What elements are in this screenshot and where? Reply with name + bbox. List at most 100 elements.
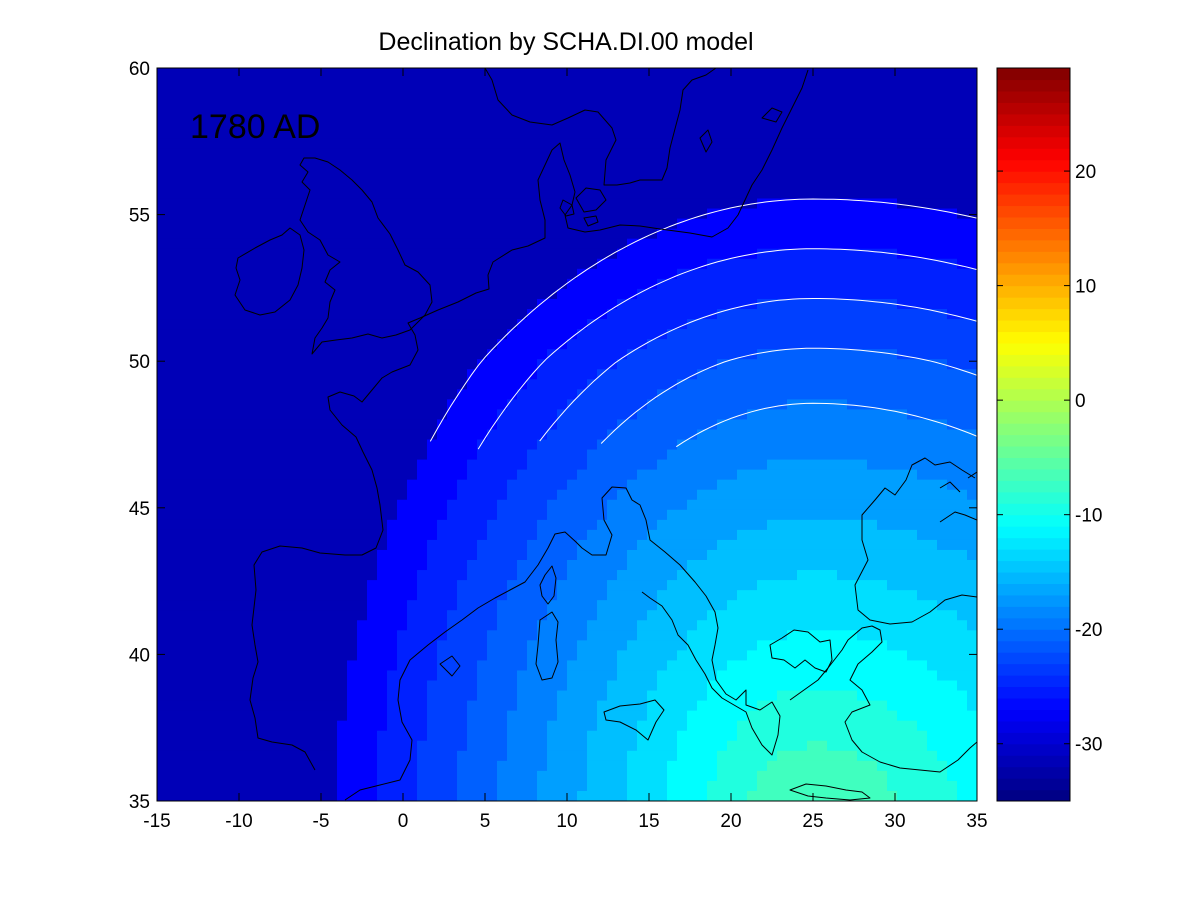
contour-cell bbox=[727, 770, 738, 782]
contour-cell bbox=[337, 539, 348, 551]
contour-cell bbox=[817, 439, 828, 451]
contour-cell bbox=[487, 750, 498, 762]
contour-cell bbox=[747, 750, 758, 762]
contour-cell bbox=[157, 329, 168, 340]
contour-cell bbox=[567, 660, 578, 672]
contour-cell bbox=[187, 610, 198, 621]
contour-cell bbox=[747, 148, 758, 159]
contour-cell bbox=[337, 278, 348, 290]
contour-cell bbox=[487, 188, 498, 200]
contour-cell bbox=[277, 580, 288, 591]
contour-cell bbox=[787, 248, 798, 260]
contour-cell bbox=[397, 489, 408, 501]
contour-cell bbox=[797, 660, 808, 672]
contour-cell bbox=[627, 308, 638, 320]
contour-cell bbox=[177, 650, 188, 662]
contour-cell bbox=[307, 700, 318, 712]
contour-cell bbox=[427, 499, 438, 511]
contour-cell bbox=[627, 720, 638, 732]
contour-cell bbox=[397, 549, 408, 561]
contour-cell bbox=[387, 138, 398, 149]
contour-cell bbox=[337, 168, 348, 180]
contour-cell bbox=[307, 529, 318, 541]
contour-cell bbox=[277, 319, 288, 330]
contour-cell bbox=[517, 138, 528, 149]
contour-cell bbox=[637, 429, 648, 441]
contour-cell bbox=[757, 278, 768, 290]
contour-cell bbox=[777, 610, 788, 621]
contour-cell bbox=[187, 720, 198, 732]
contour-cell bbox=[387, 680, 398, 692]
contour-cell bbox=[587, 519, 598, 531]
contour-cell bbox=[657, 620, 668, 631]
contour-cell bbox=[167, 670, 178, 682]
contour-cell bbox=[707, 128, 718, 139]
contour-cell bbox=[647, 690, 658, 702]
contour-cell bbox=[727, 319, 738, 330]
contour-cell bbox=[387, 389, 398, 400]
contour-cell bbox=[567, 298, 578, 310]
contour-cell bbox=[617, 680, 628, 692]
contour-cell bbox=[157, 288, 168, 300]
contour-cell bbox=[277, 238, 288, 250]
contour-cell bbox=[577, 539, 588, 551]
contour-cell bbox=[417, 620, 428, 631]
contour-cell bbox=[327, 208, 338, 220]
contour-cell bbox=[587, 650, 598, 662]
contour-cell bbox=[437, 670, 448, 682]
contour-cell bbox=[727, 549, 738, 561]
contour-cell bbox=[817, 379, 828, 390]
contour-cell bbox=[347, 439, 358, 451]
contour-cell bbox=[767, 349, 778, 360]
contour-cell bbox=[417, 630, 428, 641]
contour-cell bbox=[807, 459, 818, 471]
contour-cell bbox=[697, 268, 708, 280]
contour-cell bbox=[707, 238, 718, 250]
contour-cell bbox=[587, 760, 598, 772]
contour-cell bbox=[427, 670, 438, 682]
contour-cell bbox=[787, 780, 798, 792]
contour-cell bbox=[457, 469, 468, 481]
contour-cell bbox=[667, 298, 678, 310]
contour-cell bbox=[487, 740, 498, 752]
contour-cell bbox=[807, 118, 818, 129]
contour-cell bbox=[427, 379, 438, 390]
contour-cell bbox=[247, 740, 258, 752]
contour-cell bbox=[837, 278, 848, 290]
contour-cell bbox=[687, 158, 698, 170]
contour-cell bbox=[737, 720, 748, 732]
contour-cell bbox=[517, 108, 528, 119]
contour-cell bbox=[577, 218, 588, 230]
contour-cell bbox=[537, 238, 548, 250]
contour-cell bbox=[797, 419, 808, 431]
contour-cell bbox=[477, 770, 488, 782]
contour-cell bbox=[757, 710, 768, 722]
contour-cell bbox=[567, 620, 578, 631]
contour-cell bbox=[357, 298, 368, 310]
contour-cell bbox=[307, 680, 318, 692]
contour-cell bbox=[387, 570, 398, 581]
contour-cell bbox=[487, 308, 498, 320]
contour-cell bbox=[167, 539, 178, 551]
contour-cell bbox=[667, 529, 678, 541]
contour-cell bbox=[817, 690, 828, 702]
contour-cell bbox=[687, 439, 698, 451]
contour-cell bbox=[177, 750, 188, 762]
contour-cell bbox=[607, 610, 618, 621]
contour-cell bbox=[227, 489, 238, 501]
contour-cell bbox=[377, 78, 388, 89]
contour-cell bbox=[637, 660, 648, 672]
contour-cell bbox=[387, 288, 398, 300]
contour-cell bbox=[757, 118, 768, 129]
contour-cell bbox=[427, 519, 438, 531]
contour-cell bbox=[297, 188, 308, 200]
contour-cell bbox=[617, 118, 628, 129]
contour-cell bbox=[527, 590, 538, 601]
contour-cell bbox=[767, 379, 778, 390]
contour-cell bbox=[537, 700, 548, 712]
contour-cell bbox=[407, 760, 418, 772]
contour-cell bbox=[647, 308, 658, 320]
contour-cell bbox=[747, 610, 758, 621]
contour-cell bbox=[527, 620, 538, 631]
contour-cell bbox=[627, 319, 638, 330]
